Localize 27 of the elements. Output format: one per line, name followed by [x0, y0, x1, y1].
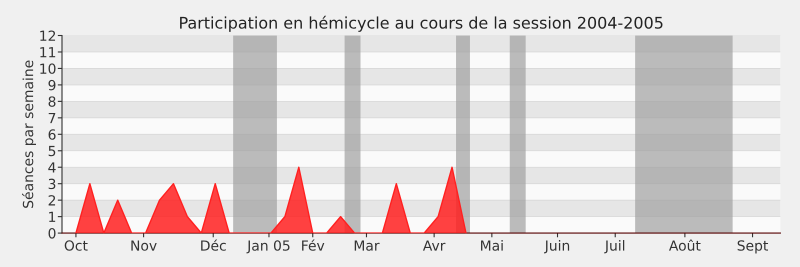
chart-title: Participation en hémicycle au cours de la session 2004-2005 — [180, 16, 662, 32]
y-tick-label: 10 — [40, 63, 56, 74]
x-tick-label: Juin — [544, 240, 570, 254]
x-tick-label: Fév — [302, 239, 324, 251]
x-tick-label: Mai — [481, 240, 503, 251]
y-tick-label: 2 — [48, 195, 56, 206]
y-tick-label: 12 — [40, 30, 56, 41]
y-tick-label: 4 — [48, 162, 56, 173]
y-tick-label: 11 — [40, 47, 56, 58]
x-tick-label: Nov — [131, 240, 157, 251]
y-tick-label: 7 — [48, 112, 56, 124]
y-axis-title: Séances par semaine — [22, 60, 36, 208]
y-tick-label: 1 — [49, 212, 56, 222]
x-tick-label: Mar — [354, 240, 380, 251]
x-tick-label: Avr — [422, 240, 446, 251]
y-tick-label: 0 — [48, 228, 56, 239]
x-tick-label: Août — [668, 239, 701, 251]
y-tick-label: 6 — [48, 129, 56, 140]
x-tick-label: Oct — [64, 240, 88, 251]
x-tick-label: Sept — [738, 240, 768, 254]
x-tick-label: Juil — [604, 240, 624, 254]
x-tick-label: Jan 05 — [246, 240, 290, 254]
y-tick-label: 9 — [48, 80, 56, 90]
y-tick-label: 5 — [48, 146, 56, 156]
y-tick-label: 8 — [48, 96, 56, 107]
x-tick-label: Déc — [201, 239, 226, 251]
y-tick-label: 3 — [48, 178, 56, 190]
